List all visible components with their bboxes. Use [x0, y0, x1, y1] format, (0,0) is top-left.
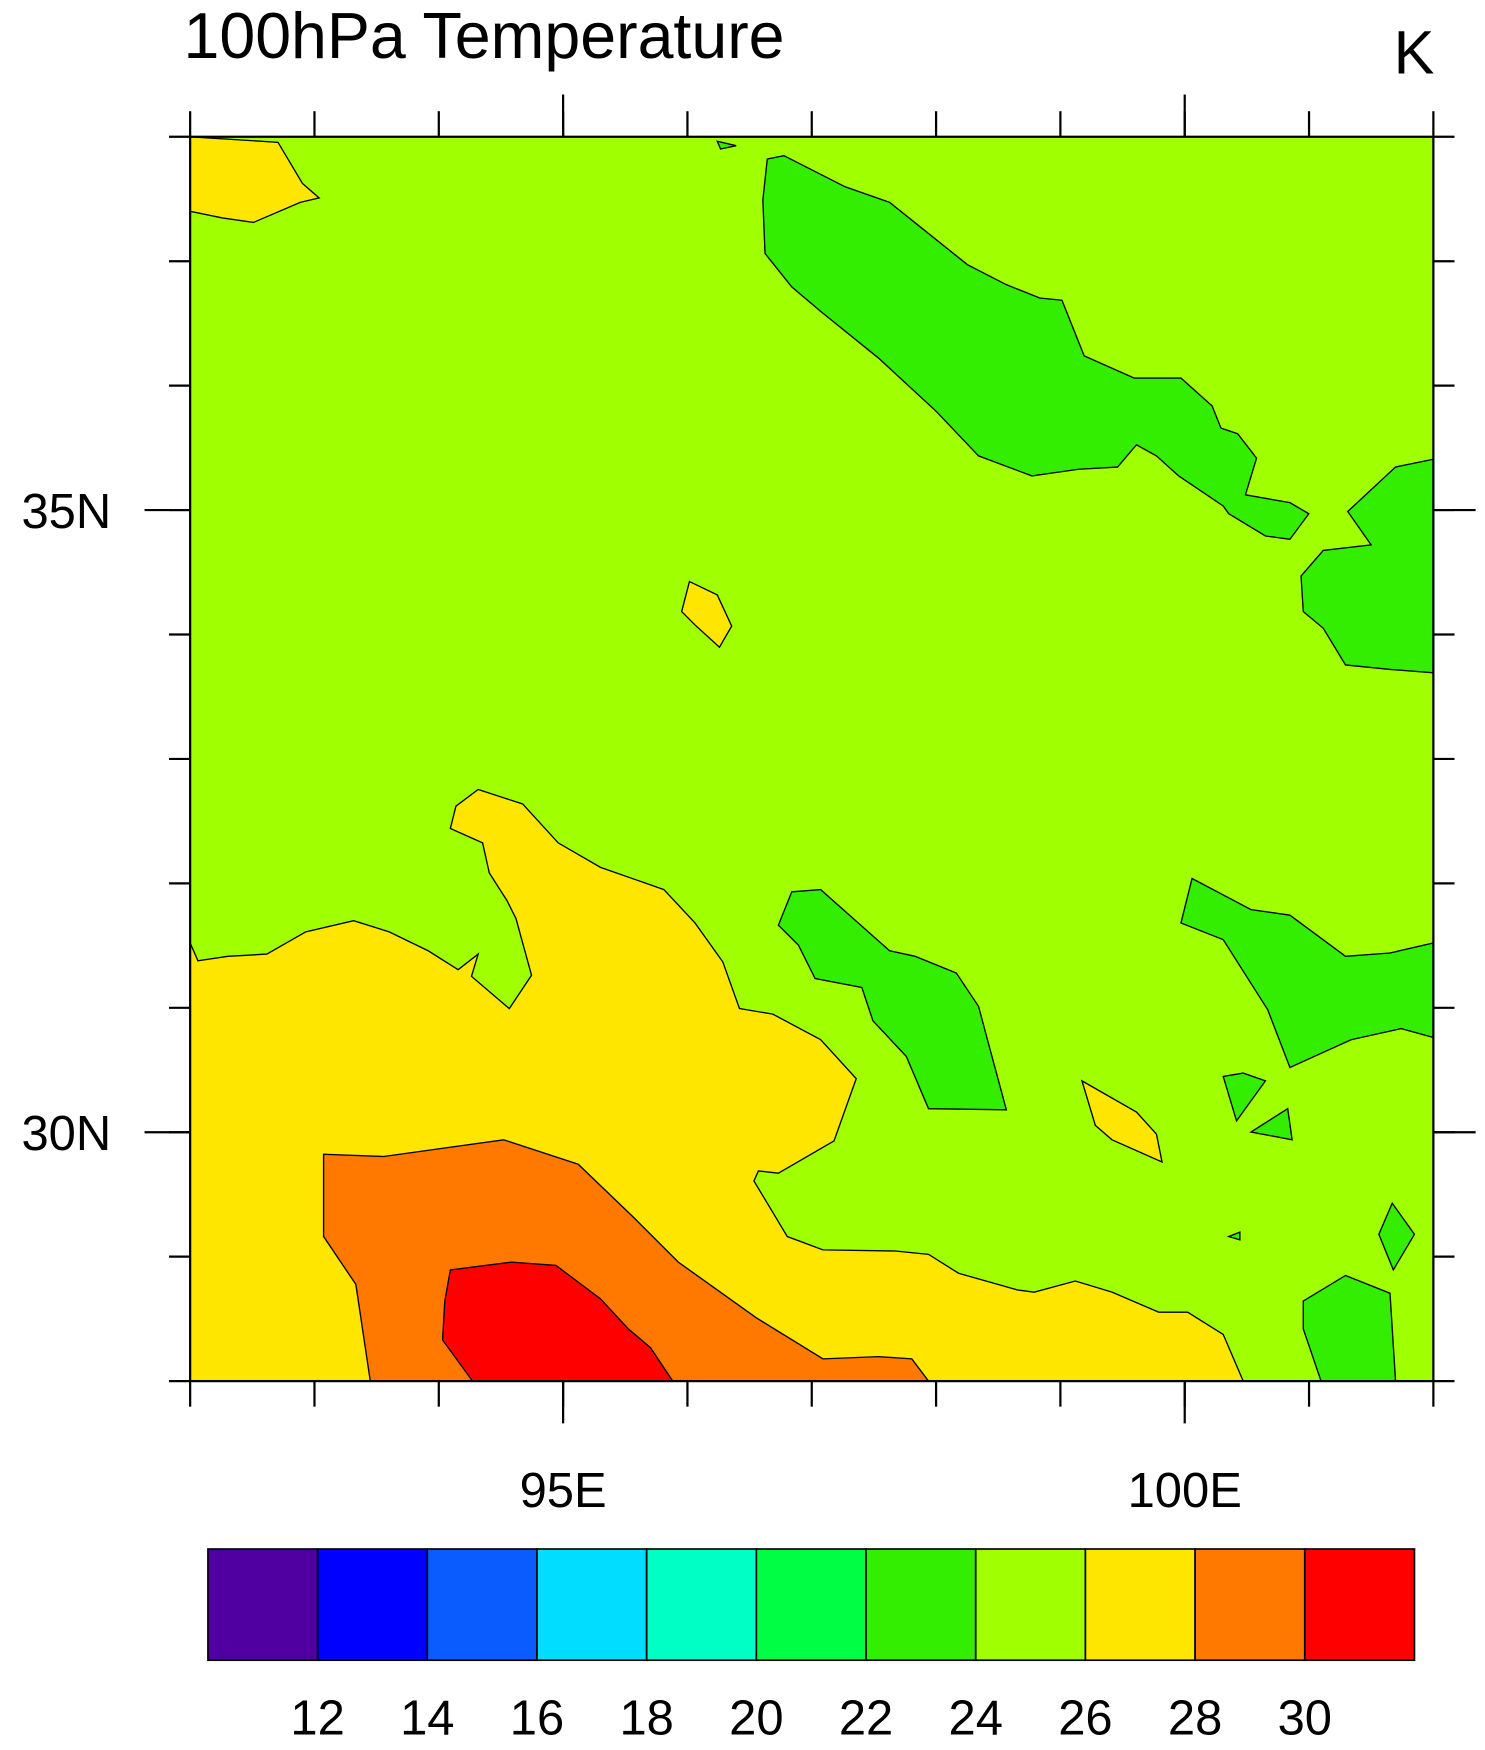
- contour-region: [1300, 458, 1435, 674]
- colorbar-label: 16: [510, 1692, 564, 1746]
- contour-region: [1180, 877, 1435, 1069]
- colorbar-box: [316, 1548, 429, 1662]
- contour-region: [1249, 1107, 1293, 1141]
- plot-root: 100hPa Temperature K 95E 100E 30N 35N 12 14 16…: [21, 0, 1476, 1746]
- x-tick-label: 95E: [520, 1464, 607, 1518]
- contour-region: [680, 580, 733, 649]
- colorbar-label: 26: [1058, 1692, 1112, 1746]
- contour-region: [1080, 1079, 1163, 1164]
- contour-region: [189, 136, 321, 224]
- y-tick-label: 35N: [21, 485, 111, 539]
- colorbar-box: [536, 1548, 648, 1662]
- contour-region: [716, 140, 737, 150]
- contour-region: [1226, 1231, 1241, 1241]
- colorbar-label: 14: [400, 1692, 454, 1746]
- contour-fill: [189, 136, 1435, 1382]
- contour-region: [1378, 1201, 1416, 1272]
- colorbar-label: 12: [290, 1692, 344, 1746]
- colorbar-box: [755, 1548, 867, 1662]
- contour-region: [777, 888, 1008, 1111]
- x-tick-label: 100E: [1128, 1464, 1242, 1518]
- colorbar-label: 28: [1168, 1692, 1222, 1746]
- y-tick-label: 30N: [21, 1107, 111, 1161]
- colorbar-label: 20: [729, 1692, 783, 1746]
- contour-region: [762, 154, 1310, 541]
- colorbar-label: 24: [949, 1692, 1003, 1746]
- chart-title: 100hPa Temperature: [183, 0, 784, 72]
- contour-region: [1222, 1072, 1267, 1123]
- contour-region: [441, 1261, 675, 1382]
- colorbar-box: [974, 1548, 1087, 1662]
- colorbar-box: [207, 1548, 319, 1662]
- colorbar-box: [645, 1548, 758, 1662]
- colorbar-box: [1084, 1548, 1196, 1662]
- colorbar-box: [865, 1548, 977, 1662]
- colorbar-box: [1303, 1548, 1416, 1662]
- units-label: K: [1394, 18, 1435, 86]
- colorbar-label: 18: [619, 1692, 673, 1746]
- colorbar-box: [1194, 1548, 1306, 1662]
- colorbar-box: [426, 1548, 538, 1662]
- colorbar-label: 30: [1278, 1692, 1332, 1746]
- colorbar-label: 22: [839, 1692, 893, 1746]
